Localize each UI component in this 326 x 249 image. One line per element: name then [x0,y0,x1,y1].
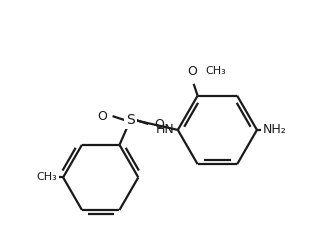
Text: O: O [97,110,107,123]
Text: S: S [126,113,135,127]
Text: O: O [154,118,164,130]
Text: NH₂: NH₂ [263,124,287,136]
Text: O: O [188,65,198,78]
Text: CH₃: CH₃ [205,66,226,76]
Text: CH₃: CH₃ [37,172,57,183]
Text: HN: HN [156,124,175,136]
